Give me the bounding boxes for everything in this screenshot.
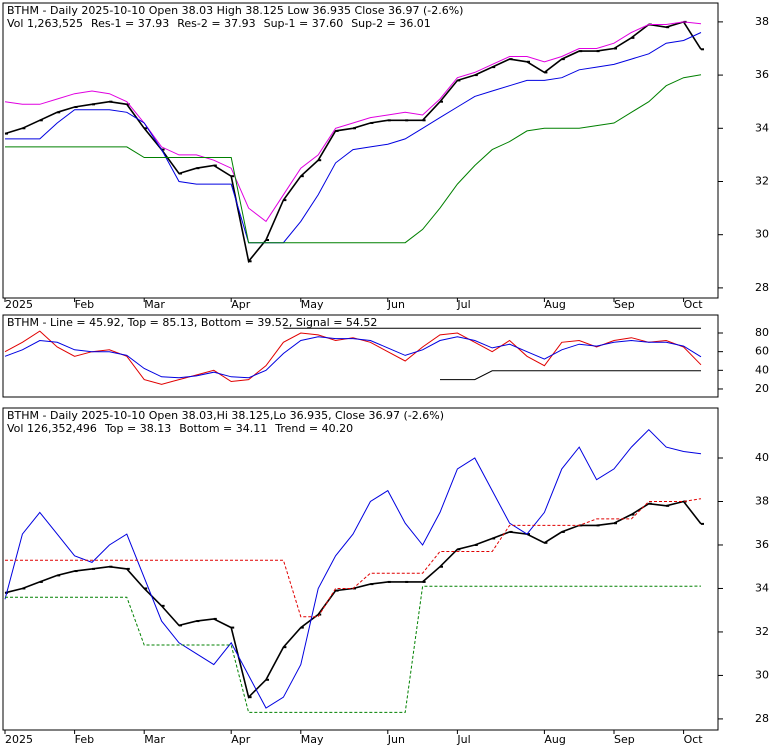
y-tick-label: 36 bbox=[755, 68, 769, 81]
legend-entry: Vol 126,352,496 bbox=[7, 422, 97, 435]
legend-entry: Vol 1,263,525 bbox=[7, 17, 83, 30]
y-tick-label: 40 bbox=[755, 451, 769, 464]
x-tick-label: Apr bbox=[231, 733, 251, 745]
y-tick-label: 38 bbox=[755, 15, 769, 28]
panel-frame bbox=[2, 2, 719, 299]
x-tick-label: Jun bbox=[387, 733, 405, 745]
x-tick-label: Mar bbox=[144, 298, 165, 311]
y-tick-label: 32 bbox=[755, 174, 769, 187]
x-tick-label: Feb bbox=[75, 298, 94, 311]
y-tick-label: 30 bbox=[755, 668, 769, 681]
legend-entry: Trend = 40.20 bbox=[274, 422, 353, 435]
legend-entry: Bottom = 34.11 bbox=[179, 422, 267, 435]
y-tick-label: 30 bbox=[755, 228, 769, 241]
panel-title: BTHM - Daily 2025-10-10 Open 38.03 High … bbox=[7, 4, 463, 17]
series-line bbox=[4, 336, 702, 379]
y-tick-label: 80 bbox=[755, 326, 769, 339]
x-tick-label: May bbox=[301, 733, 324, 745]
legend-entry: Sup-2 = 36.01 bbox=[351, 17, 431, 30]
legend-entry: Res-2 = 37.93 bbox=[177, 17, 255, 30]
y-tick-label: 60 bbox=[755, 345, 769, 358]
x-tick-label: 2025 bbox=[5, 733, 33, 745]
series-line bbox=[4, 21, 702, 223]
panel-frame bbox=[2, 314, 719, 398]
y-tick-label: 38 bbox=[755, 494, 769, 507]
x-tick-label: Feb bbox=[75, 733, 94, 745]
panel-title: BTHM - Line = 45.92, Top = 85.13, Bottom… bbox=[7, 316, 377, 329]
x-tick-label: Jul bbox=[456, 298, 470, 311]
x-tick-label: Sep bbox=[614, 733, 635, 745]
x-tick-label: Jun bbox=[387, 298, 405, 311]
series-line bbox=[5, 74, 702, 244]
panel-title: BTHM - Daily 2025-10-10 Open 38.03,Hi 38… bbox=[7, 409, 444, 422]
y-tick-label: 20 bbox=[755, 382, 769, 395]
x-tick-label: Oct bbox=[684, 298, 704, 311]
y-tick-label: 32 bbox=[755, 625, 769, 638]
series-line bbox=[5, 585, 702, 713]
series-line bbox=[5, 498, 702, 618]
series-line bbox=[5, 32, 702, 244]
y-tick-label: 36 bbox=[755, 538, 769, 551]
y-tick-label: 28 bbox=[755, 281, 769, 294]
x-tick-label: Mar bbox=[144, 733, 165, 745]
y-tick-label: 34 bbox=[755, 121, 769, 134]
x-tick-label: 2025 bbox=[5, 298, 33, 311]
x-tick-label: Aug bbox=[544, 733, 565, 745]
x-tick-label: Aug bbox=[544, 298, 565, 311]
x-tick-label: Oct bbox=[684, 733, 704, 745]
legend-entry: Top = 38.13 bbox=[104, 422, 171, 435]
x-tick-label: May bbox=[301, 298, 324, 311]
panel-frame bbox=[2, 407, 719, 731]
legend-entry: Res-1 = 37.93 bbox=[91, 17, 169, 30]
y-tick-label: 28 bbox=[755, 712, 769, 725]
series-line bbox=[4, 20, 702, 264]
series-line bbox=[4, 500, 702, 699]
series-line bbox=[4, 428, 702, 709]
legend-entry: Sup-1 = 37.60 bbox=[264, 17, 344, 30]
x-tick-label: Jul bbox=[456, 733, 470, 745]
y-tick-label: 34 bbox=[755, 581, 769, 594]
y-tick-label: 40 bbox=[755, 363, 769, 376]
x-tick-label: Sep bbox=[614, 298, 635, 311]
x-tick-label: Apr bbox=[231, 298, 251, 311]
series-line bbox=[440, 370, 701, 381]
